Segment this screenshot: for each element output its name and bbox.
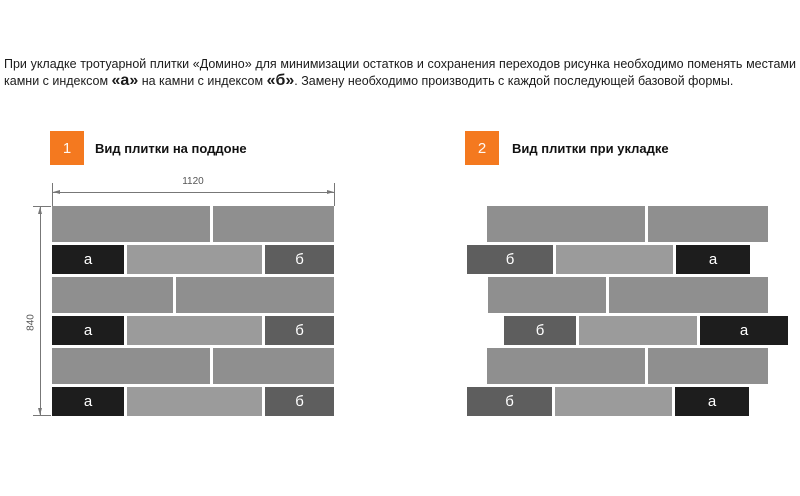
section-2-title: Вид плитки при укладке — [512, 141, 669, 156]
tile-gray — [52, 206, 210, 242]
tile-gray — [579, 316, 697, 345]
tile-gray — [648, 348, 768, 384]
intro-line-1: При укладке тротуарной плитки «Домино» д… — [4, 57, 796, 71]
pallet-view-diagram: а б а б а б — [52, 206, 334, 416]
section-2-number-badge: 2 — [465, 131, 499, 165]
paragraph-text: камни с индексом — [4, 74, 112, 88]
tile-gray — [176, 277, 334, 313]
dimension-extension-right — [334, 183, 335, 206]
section-1-number-badge: 1 — [50, 131, 84, 165]
dimension-extension-bottom — [33, 415, 51, 416]
intro-paragraph: При укладке тротуарной плитки «Домино» д… — [4, 56, 796, 89]
tile-gray — [488, 277, 606, 313]
tile-gray — [487, 348, 645, 384]
dimension-line-height — [40, 206, 41, 416]
tile-gray — [555, 387, 672, 416]
dimension-extension-top — [33, 206, 51, 207]
tile-gray — [52, 277, 173, 313]
tile-a: а — [700, 316, 788, 345]
tile-a: а — [675, 387, 749, 416]
dimension-arrow-down-icon — [38, 408, 42, 415]
paragraph-text: на камни с индексом — [138, 74, 267, 88]
tile-gray — [127, 387, 262, 416]
tile-a: а — [676, 245, 750, 274]
tile-b: б — [265, 245, 334, 274]
laying-view-diagram: б а б а б а — [467, 206, 788, 416]
tile-a: а — [52, 245, 124, 274]
tile-gray — [127, 316, 262, 345]
index-letter-emphasis: «б» — [266, 72, 295, 89]
dimension-height-label: 840 — [25, 314, 37, 331]
dimension-arrow-right-icon — [327, 190, 334, 194]
tile-gray — [648, 206, 768, 242]
paragraph-text: . Замену необходимо производить с каждой… — [294, 74, 734, 88]
index-letter-emphasis: «а» — [111, 72, 139, 89]
dimension-arrow-left-icon — [53, 190, 60, 194]
tile-a: а — [52, 387, 124, 416]
section-1-title: Вид плитки на поддоне — [95, 141, 247, 156]
tile-b: б — [265, 316, 334, 345]
tile-gray — [127, 245, 262, 274]
dimension-extension-left — [52, 183, 53, 206]
tile-b: б — [467, 387, 552, 416]
section-2-number: 2 — [477, 139, 487, 157]
tile-a: а — [52, 316, 124, 345]
tile-gray — [213, 348, 334, 384]
tile-gray — [609, 277, 768, 313]
tile-gray — [487, 206, 645, 242]
tile-gray — [556, 245, 673, 274]
intro-line-2: камни с индексом «а» на камни с индексом… — [4, 73, 796, 89]
tile-gray — [213, 206, 334, 242]
tile-b: б — [467, 245, 553, 274]
tile-b: б — [265, 387, 334, 416]
section-1-number: 1 — [62, 139, 72, 157]
dimension-line-width — [52, 192, 335, 193]
tile-b: б — [504, 316, 576, 345]
dimension-width-label: 1120 — [182, 176, 204, 187]
tile-gray — [52, 348, 210, 384]
dimension-arrow-up-icon — [38, 207, 42, 214]
